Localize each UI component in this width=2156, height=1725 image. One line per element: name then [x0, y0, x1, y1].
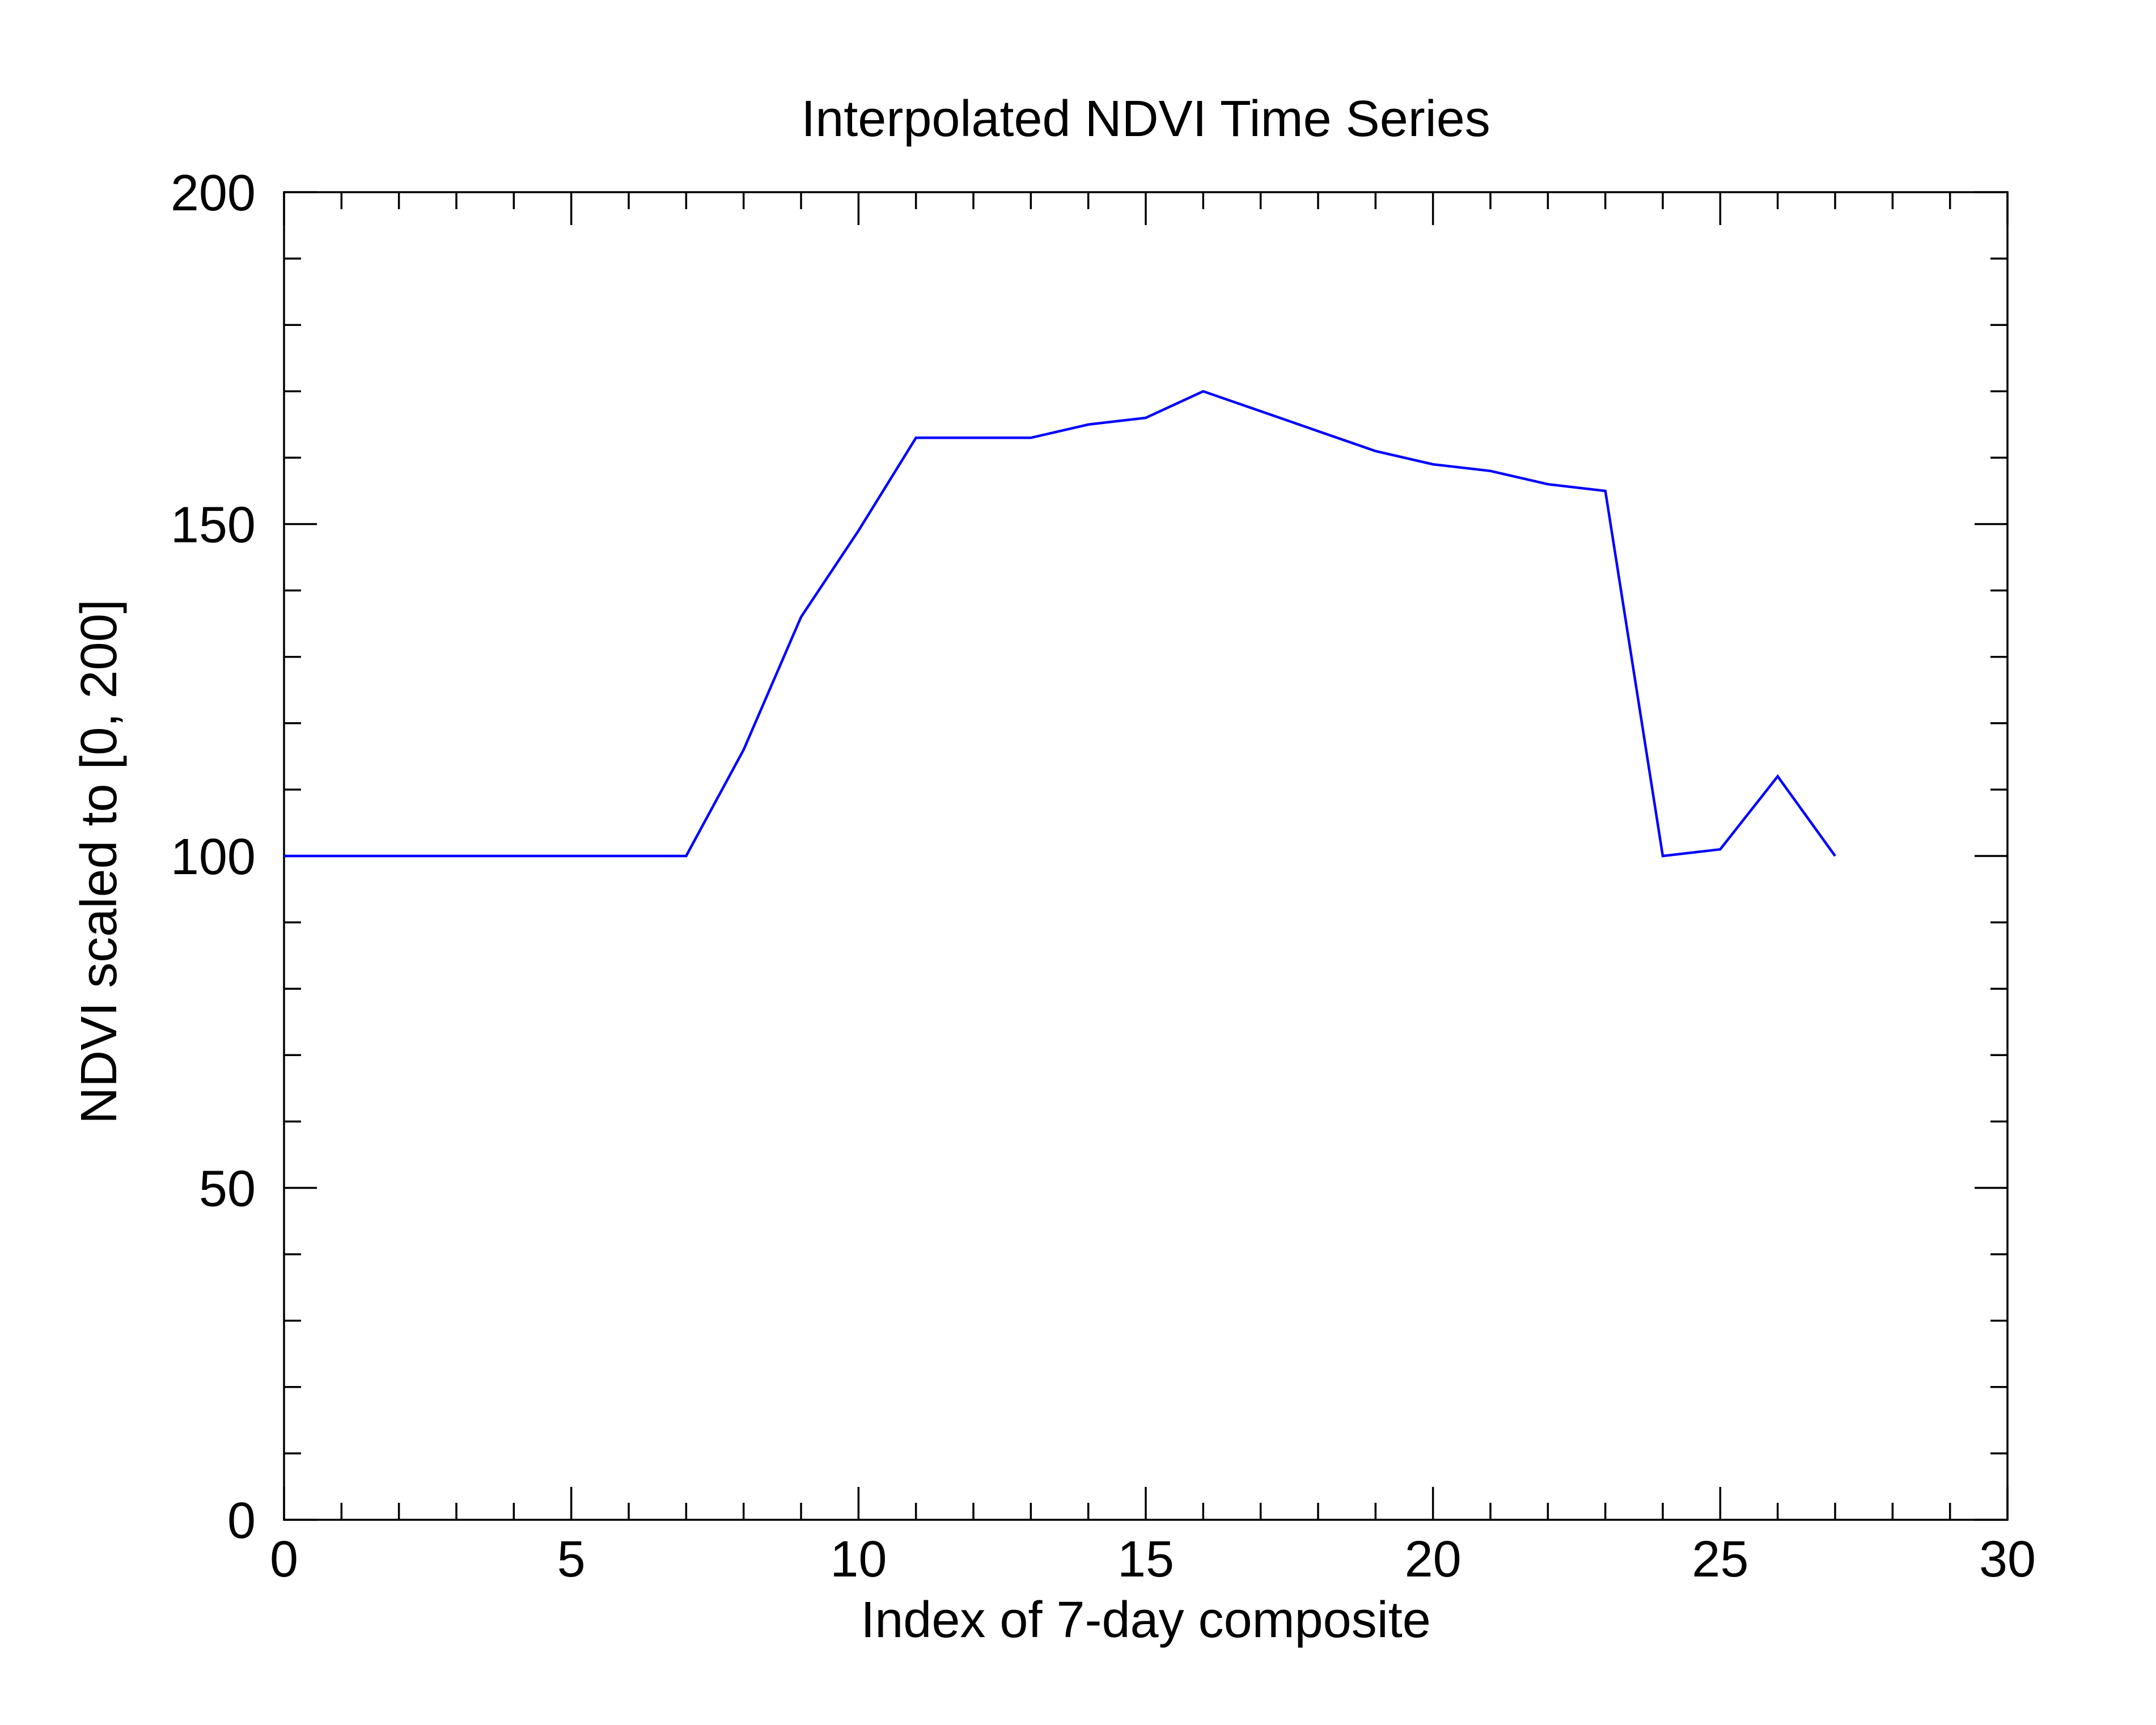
y-tick-label: 200	[171, 165, 256, 222]
x-tick-label: 20	[1405, 1531, 1462, 1588]
x-tick-label: 10	[830, 1531, 887, 1588]
x-tick-label: 0	[270, 1531, 298, 1588]
x-tick-label: 25	[1692, 1531, 1748, 1588]
chart-title: Interpolated NDVI Time Series	[801, 91, 1490, 147]
x-tick-label: 5	[557, 1531, 586, 1588]
plot-area: 0 5 10 15 20 25 30 0 50 100 150 200	[171, 165, 2036, 1588]
y-axis-label: NDVI scaled to [0, 200]	[71, 599, 128, 1124]
y-tick-label: 100	[171, 829, 256, 885]
x-tick-label: 30	[1979, 1531, 2036, 1588]
x-tick-label: 15	[1117, 1531, 1174, 1588]
y-tick-label: 150	[171, 497, 256, 554]
ndvi-series-line	[284, 389, 1836, 858]
y-tick-label: 50	[199, 1161, 256, 1218]
x-axis-label: Index of 7-day composite	[861, 1592, 1431, 1648]
y-tick-label: 0	[227, 1493, 256, 1549]
